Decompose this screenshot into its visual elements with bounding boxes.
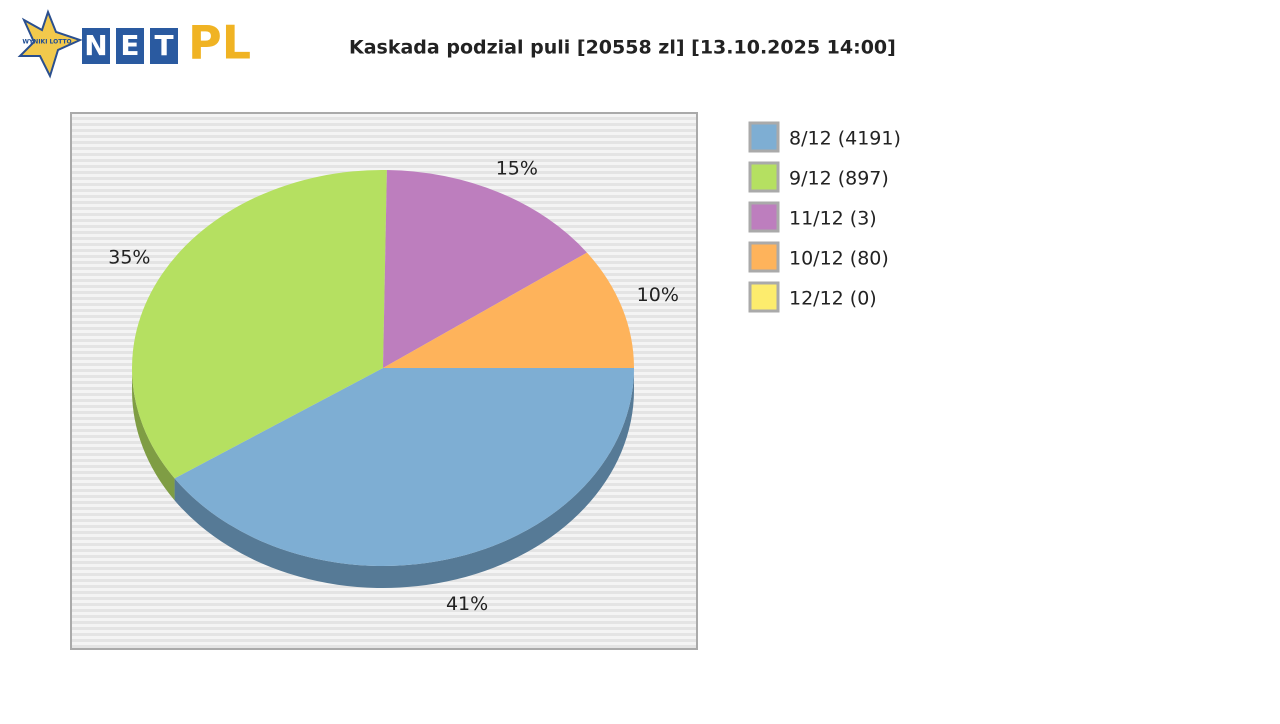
- slice: [174, 368, 634, 567]
- legend-swatch: [748, 241, 780, 273]
- slice: [383, 252, 634, 368]
- legend-swatch: [748, 161, 780, 193]
- logo-letter: E: [120, 29, 139, 62]
- data-label: 35%: [108, 247, 150, 269]
- legend-label: 10/12 (80): [789, 248, 889, 270]
- slice: [132, 170, 387, 479]
- slice-side: [132, 368, 175, 501]
- logo-star: [17, 9, 83, 79]
- logo-letter: T: [154, 29, 173, 62]
- slice: [383, 170, 587, 368]
- logo: WYNIKI LOTTO N E T PL: [17, 9, 251, 79]
- legend-swatch: [748, 121, 780, 153]
- logo-suffix: PL: [188, 16, 251, 70]
- logo-box: [150, 28, 178, 64]
- data-label: 41%: [446, 593, 488, 615]
- legend-label: 12/12 (0): [789, 288, 877, 310]
- legend-swatch: [748, 281, 780, 313]
- data-label: 15%: [496, 158, 538, 180]
- logo-badge: WYNIKI LOTTO: [22, 39, 71, 46]
- chart-title: Kaskada podzial puli [20558 zl] [13.10.2…: [349, 37, 896, 59]
- logo-letter: N: [84, 29, 107, 62]
- legend-label: 8/12 (4191): [789, 128, 901, 150]
- legend-label: 9/12 (897): [789, 168, 889, 190]
- legend-swatch: [748, 201, 780, 233]
- data-label: 10%: [637, 284, 679, 306]
- legend-label: 11/12 (3): [789, 208, 877, 230]
- logo-box: [116, 28, 144, 64]
- logo-box: [82, 28, 110, 64]
